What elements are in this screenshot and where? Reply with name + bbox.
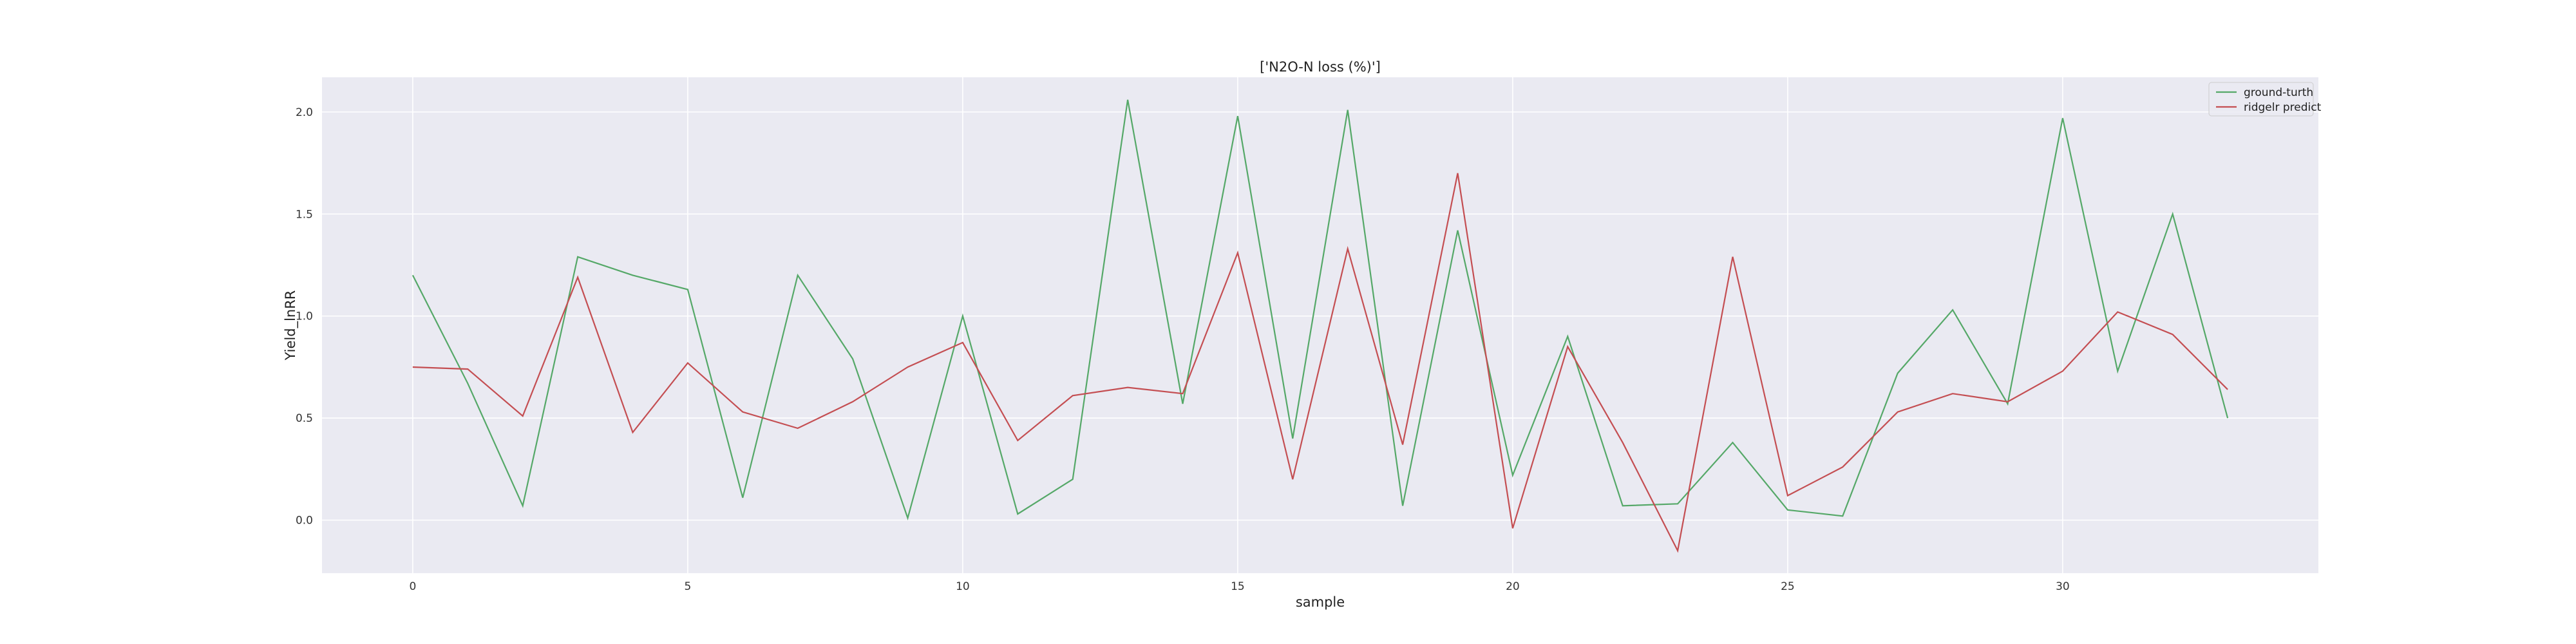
x-tick-label: 15 (1231, 580, 1245, 593)
x-tick-label: 20 (1506, 580, 1520, 593)
x-axis-title: sample (1296, 594, 1345, 610)
chart-title: ['N2O-N loss (%)'] (1260, 59, 1381, 75)
x-tick-label: 30 (2056, 580, 2070, 593)
series-line-ridgelr-predict (412, 173, 2228, 553)
x-tick-label: 5 (684, 580, 691, 593)
grid-lines (322, 77, 2318, 573)
x-tick-label: 25 (1781, 580, 1795, 593)
legend-label-ground-turth: ground-turth (2244, 86, 2313, 99)
legend-label-ridgelr-predict: ridgelr predict (2244, 101, 2322, 114)
y-tick-label: 1.0 (296, 310, 313, 323)
x-tick-label: 0 (409, 580, 416, 593)
plot-area (322, 77, 2318, 573)
series-line-ground-turth (412, 99, 2229, 521)
series-lines (412, 99, 2229, 553)
y-tick-labels: 0.0 0.5 1.0 1.5 2.0 (296, 106, 313, 527)
y-tick-label: 1.5 (296, 208, 313, 221)
legend: ground-turth ridgelr predict (2208, 82, 2322, 117)
x-tick-label: 10 (956, 580, 970, 593)
y-tick-label: 0.5 (296, 412, 313, 425)
y-axis-title: Yield_lnRR (283, 290, 299, 361)
y-tick-label: 2.0 (296, 106, 313, 119)
y-tick-label: 0.0 (296, 515, 313, 527)
x-tick-labels: 0 5 10 15 20 25 30 (409, 580, 2069, 593)
